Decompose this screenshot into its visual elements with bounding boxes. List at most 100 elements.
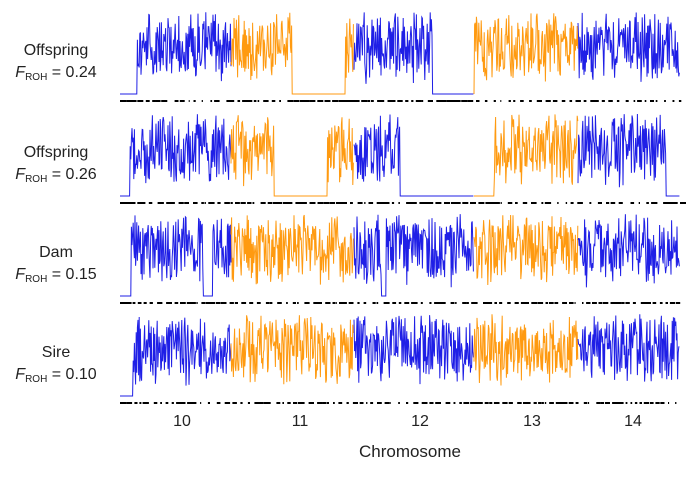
roh-mark: [309, 100, 316, 102]
roh-mark: [377, 402, 382, 404]
roh-mark: [391, 100, 396, 102]
roh-mark: [124, 202, 131, 204]
roh-mark: [229, 302, 234, 304]
roh-mark: [160, 402, 162, 404]
roh-mark: [534, 302, 538, 304]
roh-mark: [450, 302, 455, 304]
roh-mark: [300, 202, 307, 204]
roh-mark: [389, 402, 391, 404]
roh-mark: [655, 402, 660, 404]
roh-mark: [342, 100, 349, 102]
roh-mark: [269, 302, 273, 304]
roh-mark: [297, 402, 302, 404]
roh-mark: [483, 302, 488, 304]
roh-mark: [292, 302, 296, 304]
roh-mark: [605, 402, 610, 404]
roh-mark: [565, 202, 568, 204]
roh-mark: [363, 302, 367, 304]
series-line-panel3-seg2: [353, 315, 474, 385]
roh-mark: [137, 302, 142, 304]
roh-mark: [552, 100, 558, 102]
roh-mark: [295, 202, 302, 204]
roh-mark: [600, 402, 605, 404]
roh-mark: [220, 302, 227, 304]
roh-mark: [308, 402, 314, 404]
roh-mark: [598, 302, 602, 304]
panel-3: [120, 314, 680, 404]
roh-mark: [265, 302, 270, 304]
panel-label-3: Sire FROH = 0.10: [0, 342, 112, 391]
roh-mark: [214, 100, 220, 102]
roh-mark: [241, 302, 247, 304]
roh-mark: [474, 302, 478, 304]
roh-mark: [438, 402, 441, 404]
roh-mark: [153, 402, 158, 404]
roh-mark: [507, 202, 513, 204]
roh-mark: [187, 402, 193, 404]
panel-1: [120, 113, 686, 204]
roh-mark: [534, 202, 537, 204]
roh-mark: [204, 202, 206, 204]
panel-name: Offspring: [23, 42, 89, 59]
roh-mark: [500, 202, 502, 204]
roh-mark: [596, 402, 601, 404]
roh-mark: [343, 302, 347, 304]
roh-mark: [253, 100, 257, 102]
roh-mark: [137, 100, 144, 102]
roh-mark: [201, 302, 206, 304]
roh-mark: [174, 100, 179, 102]
roh-mark: [672, 100, 675, 102]
roh-mark: [630, 402, 633, 404]
roh-mark: [171, 202, 175, 204]
roh-mark: [575, 402, 579, 404]
roh-mark: [287, 100, 294, 102]
roh-mark: [442, 302, 446, 304]
roh-mark: [589, 202, 592, 204]
roh-mark: [179, 100, 185, 102]
panel-label-2: Dam FROH = 0.15: [0, 242, 112, 291]
roh-mark: [216, 302, 221, 304]
roh-mark: [601, 100, 605, 102]
froh-value: FROH = 0.26: [15, 166, 97, 185]
roh-mark: [618, 202, 623, 204]
roh-mark: [309, 202, 316, 204]
roh-mark: [234, 302, 238, 304]
series-line-panel1-seg0: [120, 114, 232, 197]
roh-mark: [333, 402, 335, 404]
roh-mark: [329, 202, 336, 204]
roh-mark: [450, 202, 457, 204]
series-line-panel1-seg2: [353, 114, 474, 197]
roh-mark: [577, 202, 583, 204]
roh-mark: [279, 100, 281, 102]
roh-mark: [201, 100, 203, 102]
roh-mark: [541, 402, 544, 404]
roh-mark: [562, 302, 567, 304]
roh-mark: [454, 202, 461, 204]
roh-mark: [398, 202, 400, 204]
roh-mark: [630, 202, 635, 204]
roh-mark: [646, 202, 649, 204]
series-line-panel3-seg1: [230, 315, 354, 385]
roh-mark: [436, 100, 443, 102]
roh-mark: [462, 302, 467, 304]
roh-mark: [453, 402, 456, 404]
roh-mark: [367, 100, 371, 102]
series-line-panel2-seg0: [120, 215, 232, 297]
roh-mark: [332, 100, 339, 102]
roh-mark: [383, 302, 390, 304]
roh-mark: [200, 402, 202, 404]
roh-mark: [485, 202, 492, 204]
roh-mark: [632, 302, 636, 304]
roh-mark: [660, 402, 665, 404]
roh-mark: [201, 202, 204, 204]
roh-mark: [210, 100, 213, 102]
roh-mark: [282, 402, 284, 404]
roh-mark: [545, 100, 551, 102]
roh-mark: [364, 202, 366, 204]
roh-mark: [444, 202, 450, 204]
series-line-panel1-seg1: [230, 115, 354, 197]
roh-mark: [616, 100, 620, 102]
roh-mark: [143, 302, 147, 304]
panel-label-0: Offspring FROH = 0.24: [0, 40, 112, 89]
roh-mark: [549, 302, 554, 304]
